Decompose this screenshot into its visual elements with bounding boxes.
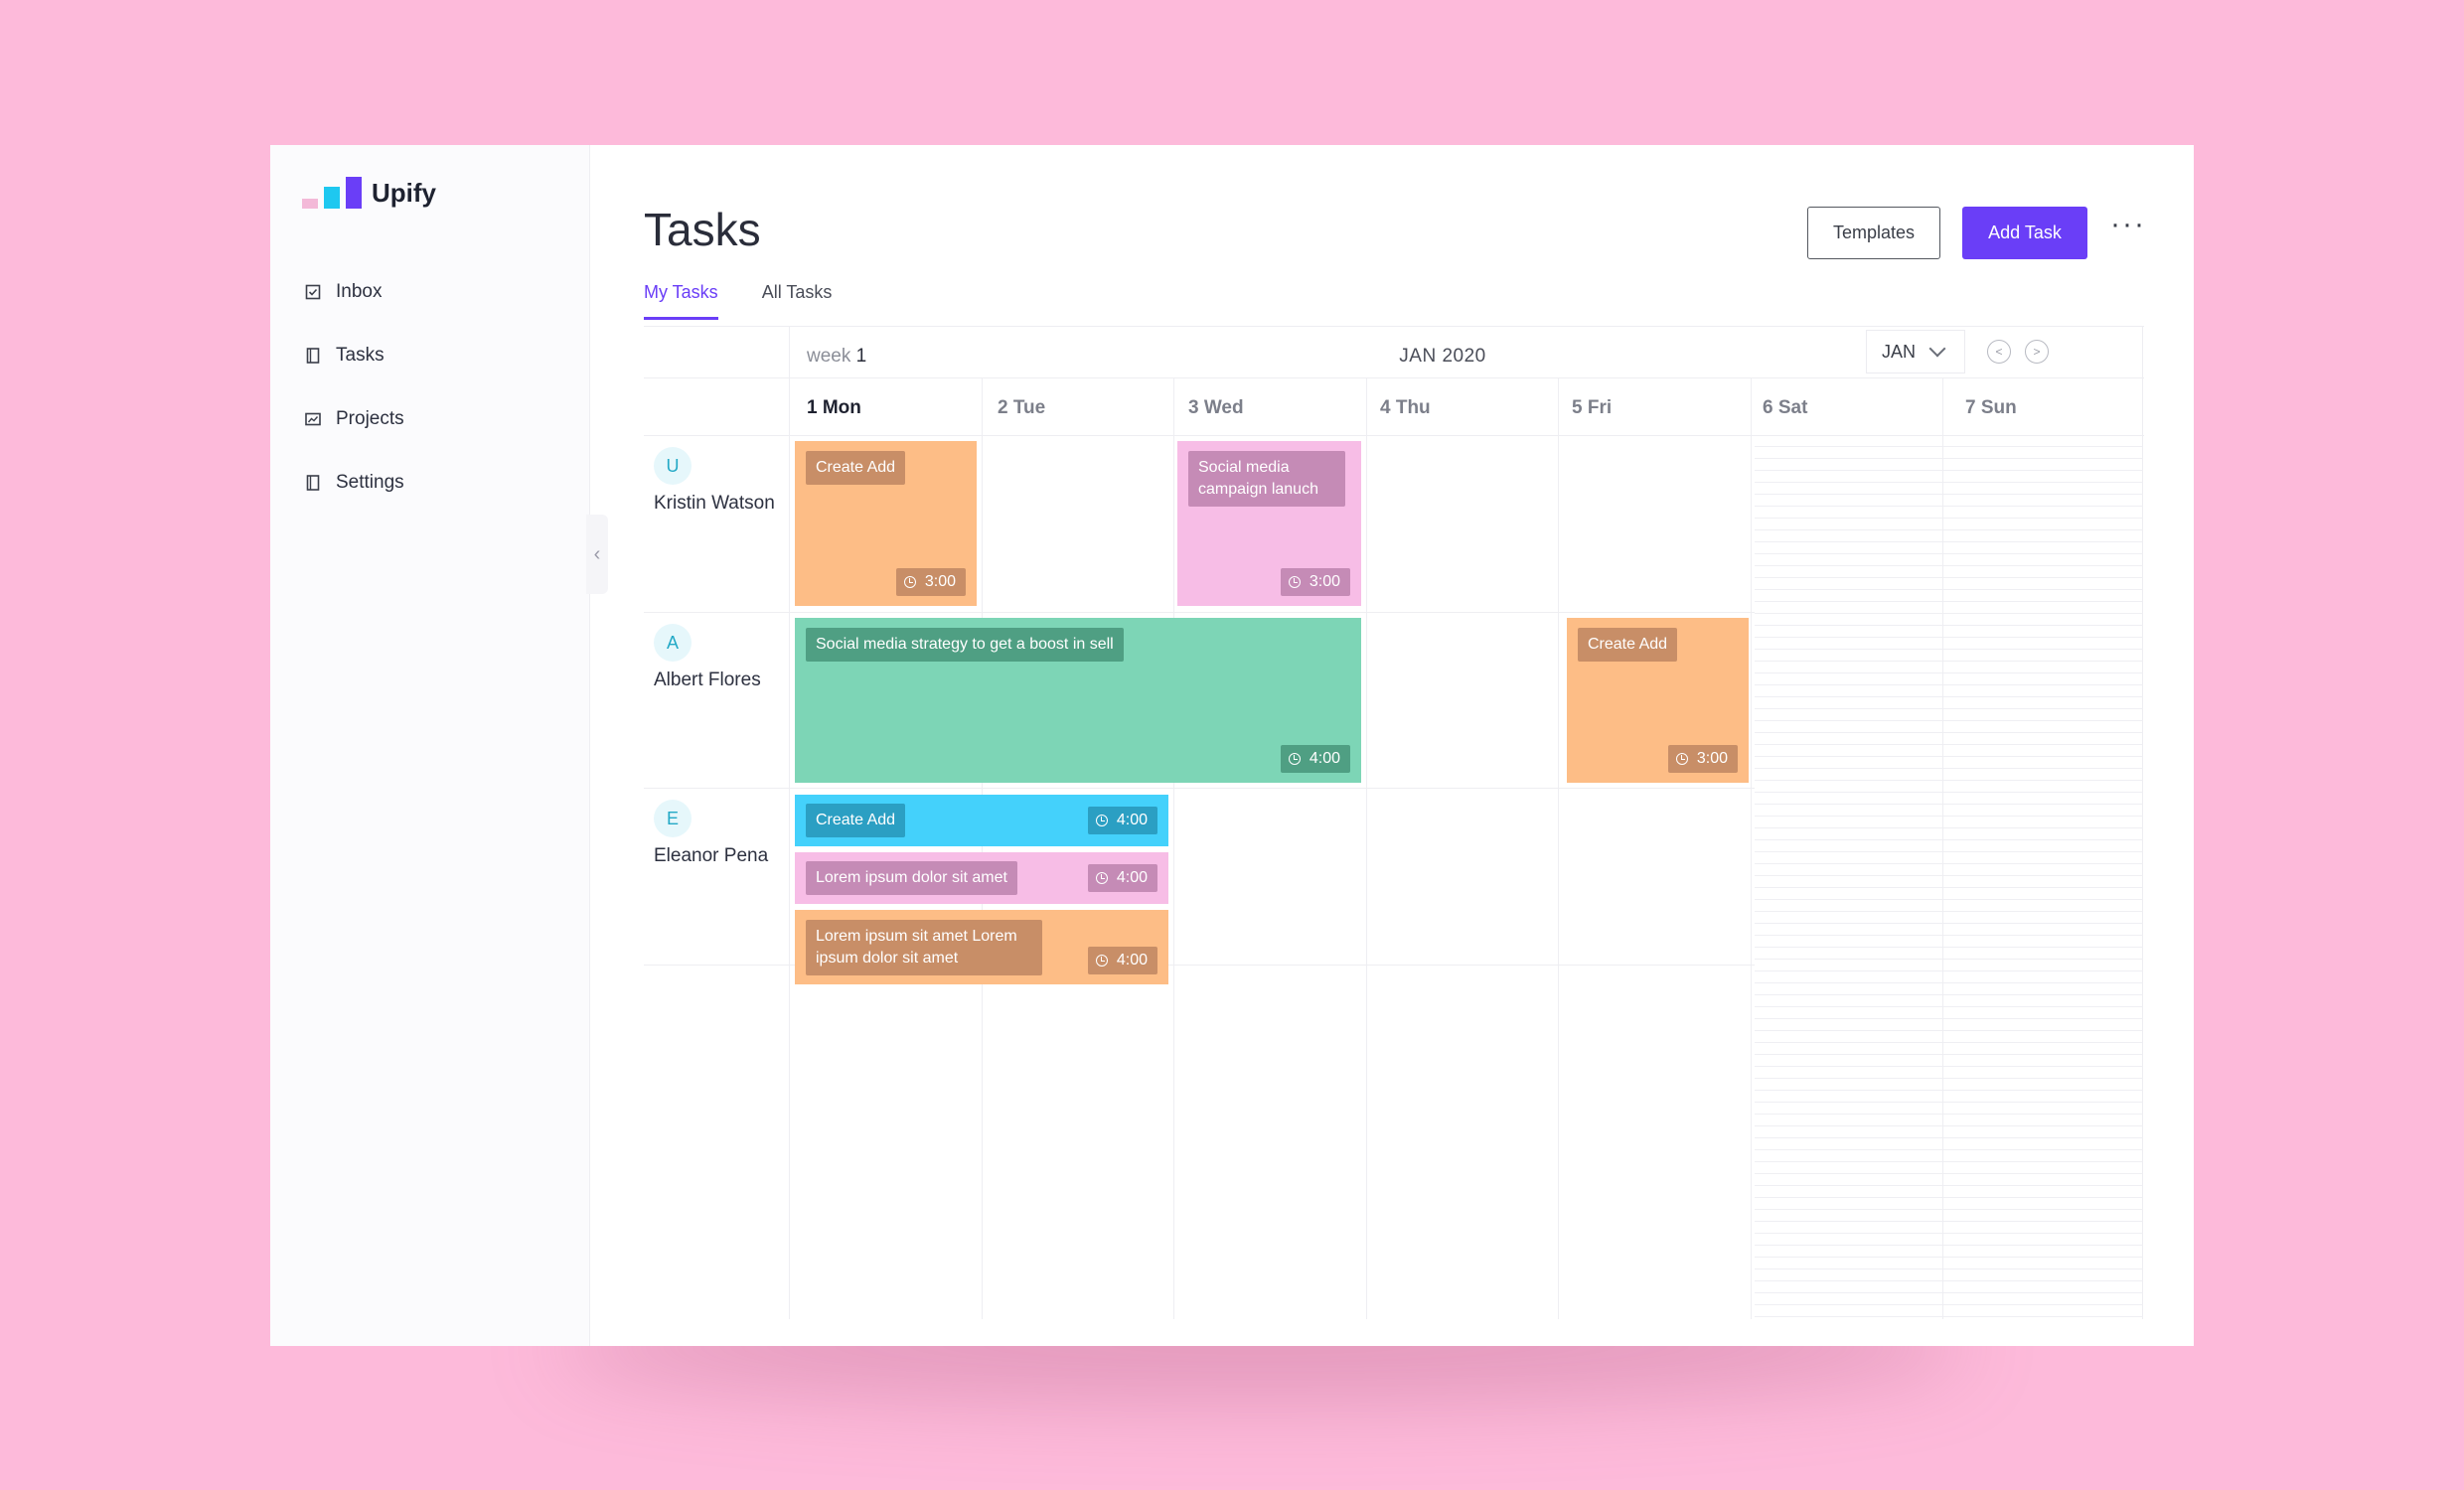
chevron-right-icon: > [2033,345,2041,359]
sidebar-item-label: Tasks [336,345,385,366]
task-duration: 4:00 [1087,807,1157,834]
week-label: week 1 [807,346,867,367]
clock-icon [1095,955,1108,967]
next-week-button[interactable]: > [2025,340,2049,364]
sidebar-item-label: Inbox [336,281,383,302]
clock-icon [1095,815,1108,826]
task-title: Create Add [1578,628,1678,662]
sidebar-item-tasks[interactable]: Tasks [304,324,404,387]
task-duration: 4:00 [1087,947,1157,974]
clock-icon [903,576,916,588]
avatar[interactable]: E [654,800,692,837]
chevron-left-icon: < [1995,345,2003,359]
task-title: Lorem ipsum dolor sit amet [806,861,1017,895]
task-card[interactable]: Create Add 3:00 [795,441,977,606]
prev-week-button[interactable]: < [1987,340,2011,364]
task-duration: 4:00 [1280,745,1350,773]
task-title: Lorem ipsum sit amet Lorem ipsum dolor s… [806,920,1042,975]
task-duration: 3:00 [1667,745,1738,773]
tab-all-tasks[interactable]: All Tasks [761,282,833,302]
task-card[interactable]: Lorem ipsum sit amet Lorem ipsum dolor s… [795,910,1168,984]
tab-my-tasks[interactable]: My Tasks [644,282,718,320]
sidebar: Upify Inbox Tasks [270,145,590,1346]
day-header-thu: 4 Thu [1380,397,1431,418]
task-duration: 3:00 [1280,568,1350,596]
month-dropdown-value: JAN [1882,341,1917,362]
task-card[interactable]: Create Add 4:00 [795,795,1168,846]
task-card[interactable]: Create Add 3:00 [1567,618,1749,783]
settings-icon [306,475,320,491]
app-logo[interactable]: Upify [302,171,436,215]
task-title: Create Add [806,451,906,485]
sidebar-nav: Inbox Tasks Projects [304,260,404,515]
sidebar-item-settings[interactable]: Settings [304,451,404,515]
app-window: Upify Inbox Tasks [270,145,2194,1346]
day-header-tue: 2 Tue [998,397,1046,418]
task-tabs: My Tasks All Tasks [644,282,875,320]
calendar-grid: week 1 JAN 2020 JAN < > 1 Mon 2 Tue 3 We… [644,326,2144,1319]
task-card[interactable]: Lorem ipsum dolor sit amet 4:00 [795,852,1168,904]
clock-icon [1675,753,1688,765]
task-title: Social media campaign lanuch [1188,451,1345,507]
person-name: Kristin Watson [654,493,775,514]
app-name: Upify [372,177,436,208]
task-duration: 3:00 [895,568,966,596]
day-header-mon: 1 Mon [807,397,861,418]
person-name: Eleanor Pena [654,845,769,866]
sidebar-item-inbox[interactable]: Inbox [304,260,404,324]
projects-icon [305,412,321,426]
month-title: JAN 2020 [1399,346,1486,367]
avatar[interactable]: U [654,447,692,485]
more-options-icon[interactable]: ··· [2110,208,2146,240]
clock-icon [1288,753,1301,765]
avatar[interactable]: A [654,624,692,662]
task-card[interactable]: Social media strategy to get a boost in … [795,618,1361,783]
month-dropdown[interactable]: JAN [1866,330,1965,373]
day-header-sat: 6 Sat [1763,397,1808,418]
task-title: Create Add [806,804,906,837]
clock-icon [1095,872,1108,884]
task-title: Social media strategy to get a boost in … [806,628,1124,662]
tasks-icon [306,348,320,364]
task-duration: 4:00 [1087,864,1157,892]
page-title: Tasks [644,204,761,255]
sidebar-item-label: Projects [336,408,404,429]
sidebar-item-projects[interactable]: Projects [304,387,404,451]
day-header-sun: 7 Sun [1965,397,2017,418]
add-task-button[interactable]: Add Task [1962,207,2087,259]
chevron-left-icon: ‹ [593,542,601,565]
logo-mark-icon [302,175,366,211]
weekend-shading [1755,435,2142,1319]
templates-button[interactable]: Templates [1807,207,1940,259]
clock-icon [1288,576,1301,588]
person-name: Albert Flores [654,670,761,690]
chevron-down-icon [1928,340,1946,358]
day-header-fri: 5 Fri [1572,397,1613,418]
week-number: 1 [855,346,867,367]
sidebar-item-label: Settings [336,472,404,493]
sidebar-collapse-button[interactable]: ‹ [586,515,608,594]
task-card[interactable]: Social media campaign lanuch 3:00 [1177,441,1361,606]
inbox-icon [305,284,321,300]
day-header-wed: 3 Wed [1188,397,1244,418]
